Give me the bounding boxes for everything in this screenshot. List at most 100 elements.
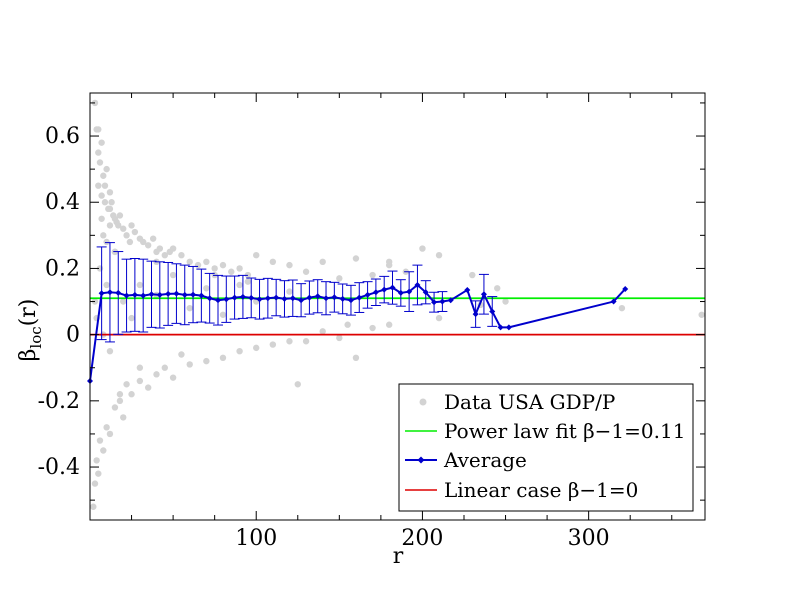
scatter-point <box>253 344 260 352</box>
scatter-point <box>106 347 114 355</box>
legend-label-average: Average <box>443 448 527 472</box>
scatter-point <box>269 341 277 348</box>
scatter-point <box>111 404 119 411</box>
scatter-point <box>98 215 105 222</box>
scatter-point <box>319 328 326 335</box>
legend-label-fit: Power law fit β−1=0.11 <box>444 419 685 443</box>
scatter-point <box>139 238 147 246</box>
scatter-point <box>136 364 144 371</box>
scatter-point <box>286 288 293 295</box>
scatter-point <box>156 245 164 252</box>
y-tick-label: 0 <box>66 323 80 348</box>
scatter-point <box>120 414 127 421</box>
y-axis-label-sub: loc <box>27 326 45 348</box>
y-tick-label: 0.4 <box>45 190 80 215</box>
scatter-point <box>219 354 227 362</box>
average-line <box>89 283 626 382</box>
scatter-point <box>90 503 97 510</box>
average-marker <box>106 289 113 296</box>
scatter-point <box>103 165 110 173</box>
average-marker <box>165 290 172 297</box>
scatter-point <box>186 361 193 368</box>
scatter-layer <box>90 99 705 510</box>
average-marker <box>489 308 496 315</box>
scatter-point <box>95 182 102 189</box>
average-marker <box>372 289 379 296</box>
scatter-point <box>106 430 114 438</box>
average-marker <box>173 290 180 297</box>
scatter-point <box>131 228 139 236</box>
scatter-point <box>286 338 293 345</box>
legend-label-data: Data USA GDP/P <box>444 390 615 414</box>
x-tick-label: 200 <box>401 526 443 551</box>
scatter-point <box>244 278 252 285</box>
scatter-point <box>294 381 301 388</box>
scatter-point <box>178 351 185 358</box>
svg-text:βloc(r): βloc(r) <box>16 299 45 362</box>
average-marker <box>356 294 363 301</box>
scatter-point <box>203 357 210 365</box>
scatter-point <box>302 268 310 275</box>
scatter-point <box>194 261 202 269</box>
scatter-point <box>302 338 310 345</box>
scatter-point <box>144 384 152 391</box>
scatter-point <box>385 258 393 266</box>
axis-ticks: 100 200 300 -0.4 -0.2 0 0.2 0.4 0.6 <box>38 93 705 551</box>
legend: Data USA GDP/P Power law fit β−1=0.11 Av… <box>398 383 694 512</box>
scatter-point <box>236 265 243 272</box>
scatter-point <box>116 212 124 219</box>
scatter-point <box>369 324 376 332</box>
scatter-point <box>120 225 127 232</box>
average-marker <box>431 299 438 306</box>
average-marker <box>422 289 429 296</box>
scatter-point <box>618 304 626 312</box>
scatter-point <box>101 182 109 189</box>
scatter-point <box>494 285 501 292</box>
scatter-point <box>128 222 135 229</box>
scatter-point <box>106 205 114 213</box>
average-marker <box>140 292 147 299</box>
average-marker <box>98 290 105 297</box>
average-marker <box>364 291 371 298</box>
scatter-point <box>169 245 177 252</box>
average-marker <box>273 294 280 301</box>
scatter-point <box>115 222 122 229</box>
average-marker <box>306 294 313 301</box>
scatter-point <box>178 251 185 259</box>
scatter-point <box>116 397 124 405</box>
average-marker <box>206 295 213 302</box>
scatter-point <box>93 457 100 464</box>
average-marker <box>480 291 487 298</box>
scatter-point <box>203 285 210 292</box>
scatter-point <box>128 314 135 322</box>
average-marker <box>281 295 288 302</box>
average-marker <box>622 285 629 292</box>
scatter-point <box>435 251 443 259</box>
scatter-point <box>161 364 168 371</box>
plot-border <box>89 92 706 521</box>
average-marker <box>505 324 512 331</box>
average-marker <box>339 295 346 302</box>
scatter-point <box>286 261 293 269</box>
legend-label-linear: Linear case β−1=0 <box>444 478 638 502</box>
average-marker <box>497 324 504 331</box>
legend-marker-average <box>417 456 425 464</box>
scatter-point <box>95 149 102 156</box>
average-marker <box>347 297 354 304</box>
y-axis-label-main: β <box>16 349 41 362</box>
average-marker <box>131 291 138 298</box>
average-marker <box>123 292 130 299</box>
scatter-point <box>100 232 107 239</box>
scatter-point <box>100 172 107 179</box>
x-tick-label: 300 <box>568 526 610 551</box>
scatter-point <box>95 126 102 133</box>
scatter-point <box>469 271 476 279</box>
average-marker <box>381 286 388 293</box>
average-marker <box>447 297 454 304</box>
x-axis-label: r <box>393 544 404 569</box>
scatter-point <box>103 281 110 289</box>
average-marker <box>181 291 188 298</box>
average-marker <box>610 298 617 305</box>
scatter-point <box>100 447 107 454</box>
